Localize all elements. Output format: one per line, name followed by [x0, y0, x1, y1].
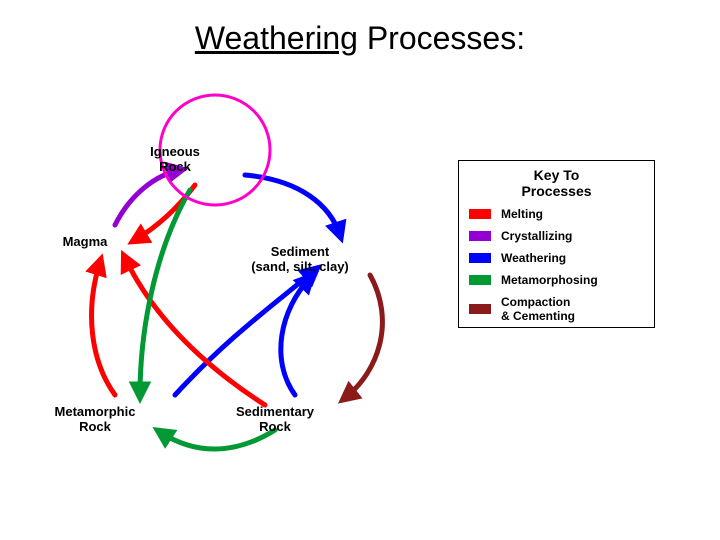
legend-item-metamorphosing: Metamorphosing [459, 269, 654, 291]
legend-label-metamorphosing: Metamorphosing [501, 273, 598, 287]
swatch-metamorphosing [469, 275, 491, 285]
node-igneous-label: IgneousRock [140, 145, 210, 175]
legend-label-weathering: Weathering [501, 251, 566, 265]
arc-metamorphic-to-sediment [175, 270, 315, 395]
legend-item-melting: Melting [459, 203, 654, 225]
legend-item-crystallizing: Crystallizing [459, 225, 654, 247]
swatch-weathering [469, 253, 491, 263]
node-sediment-label: Sediment(sand, silt, clay) [240, 245, 360, 275]
legend-label-compaction: Compaction& Cementing [501, 295, 575, 323]
node-sedimentary-label: SedimentaryRock [225, 405, 325, 435]
node-metamorphic-label: MetamorphicRock [45, 405, 145, 435]
arc-magma-to-igneous [115, 170, 180, 225]
legend-item-weathering: Weathering [459, 247, 654, 269]
node-magma-label: Magma [55, 235, 115, 250]
arc-sediment-to-sedimentary [345, 275, 382, 398]
process-legend: Key ToProcesses Melting Crystallizing Weat… [458, 160, 655, 328]
legend-title: Key ToProcesses [459, 161, 654, 203]
legend-label-crystallizing: Crystallizing [501, 229, 572, 243]
arc-metamorphic-to-magma [92, 262, 115, 395]
legend-item-compaction: Compaction& Cementing [459, 291, 654, 327]
swatch-melting [469, 209, 491, 219]
swatch-crystallizing [469, 231, 491, 241]
legend-label-melting: Melting [501, 207, 543, 221]
swatch-compaction [469, 304, 491, 314]
